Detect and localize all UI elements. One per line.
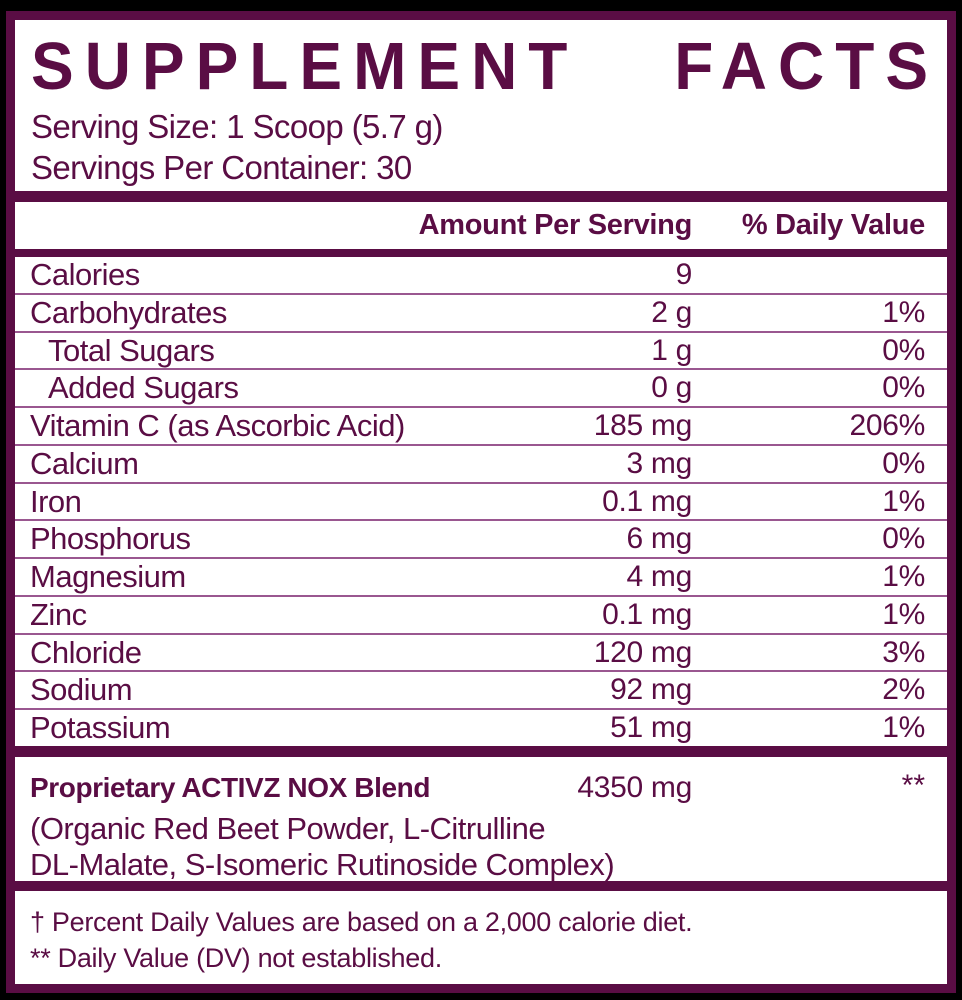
nutrient-table: Calories 9 Carbohydrates 2 g 1% Total Su… [15,257,947,746]
nutrient-name: Zinc [30,596,87,632]
blend-name: Proprietary ACTIVZ NOX Blend [30,772,431,803]
table-row: Total Sugars 1 g 0% [15,330,947,369]
nutrient-name: Iron [30,483,82,519]
nutrient-amount: 120 mg [593,635,693,669]
column-header-daily-value: % Daily Value [741,209,925,241]
serving-size-line: Serving Size: 1 Scoop (5.7 g) [31,108,443,145]
table-row: Calcium 3 mg 0% [15,443,947,482]
table-row: Potassium 51 mg 1% [15,708,947,746]
nutrient-daily-value: 0% [882,522,925,556]
table-row: Sodium 92 mg 2% [15,670,947,708]
blend-section: Proprietary ACTIVZ NOX Blend 4350 mg ** … [15,757,947,883]
table-row: Magnesium 4 mg 1% [15,557,947,595]
supplement-facts-title: SUPPLEMENT FACTS [31,28,928,104]
nutrient-amount: 185 mg [593,409,693,443]
nutrient-daily-value: 1% [882,597,925,631]
nutrient-name: Total Sugars [48,332,215,368]
nutrient-amount: 3 mg [626,446,693,480]
section-divider-top [15,191,947,202]
nutrient-daily-value: 0% [882,333,925,367]
nutrient-name: Chloride [30,634,142,670]
masthead: SUPPLEMENT FACTS Serving Size: 1 Scoop (… [15,20,947,191]
nutrient-amount: 0.1 mg [602,597,692,631]
table-row: Zinc 0.1 mg 1% [15,594,947,633]
section-divider-blend [15,746,947,757]
nutrient-amount: 0.1 mg [602,484,692,518]
blend-ingredients-line-2: DL-Malate, S-Isomeric Rutinoside Complex… [30,847,615,882]
nutrient-name: Added Sugars [48,370,239,406]
nutrient-daily-value: 0% [882,446,925,480]
nutrient-amount: 4 mg [626,560,693,594]
nutrient-daily-value: 0% [882,371,925,405]
header-rule [15,249,947,257]
blend-amount: 4350 mg [577,771,692,804]
nutrient-daily-value: 2% [882,673,925,707]
nutrient-name: Magnesium [30,559,186,595]
table-header-row: Amount Per Serving % Daily Value [15,202,947,249]
nutrient-daily-value: 3% [882,635,925,669]
nutrient-daily-value: 1% [882,295,925,329]
table-row: Added Sugars 0 g 0% [15,368,947,406]
nutrient-name: Vitamin C (as Ascorbic Acid) [30,408,405,444]
table-row: Carbohydrates 2 g 1% [15,292,947,331]
table-row: Vitamin C (as Ascorbic Acid) 185 mg 206% [15,406,947,444]
footnote-section: † Percent Daily Values are based on a 2,… [15,891,947,984]
servings-per-container-line: Servings Per Container: 30 [31,149,412,186]
nutrient-name: Phosphorus [30,521,191,557]
nutrient-name: Carbohydrates [30,294,227,330]
nutrient-daily-value: 1% [882,484,925,518]
nutrient-amount: 92 mg [610,673,692,707]
nutrient-amount: 1 g [651,333,692,367]
nutrient-daily-value: 206% [849,409,925,443]
nutrient-name: Sodium [30,672,133,708]
table-row: Phosphorus 6 mg 0% [15,519,947,557]
column-header-amount: Amount Per Serving [418,209,693,241]
nutrient-amount: 6 mg [626,522,693,556]
nutrient-daily-value: 1% [882,560,925,594]
footnote-daily-value-line: † Percent Daily Values are based on a 2,… [30,907,693,937]
nutrient-name: Calories [30,257,140,292]
nutrient-daily-value: 1% [882,711,925,745]
section-divider-footnotes [15,881,947,891]
table-row: Iron 0.1 mg 1% [15,481,947,520]
serving-info: Serving Size: 1 Scoop (5.7 g) Servings P… [31,106,928,188]
blend-dv-asterisks: ** [901,769,925,802]
nutrient-amount: 51 mg [610,711,692,745]
title-word-supplement: SUPPLEMENT [31,28,579,104]
nutrient-amount: 9 [675,258,693,291]
nutrient-amount: 2 g [651,295,692,329]
nutrient-name: Potassium [30,710,171,746]
nutrient-name: Calcium [30,445,139,481]
blend-ingredients-line-1: (Organic Red Beet Powder, L-Citrulline [30,811,546,846]
title-word-facts: FACTS [674,28,939,104]
supplement-facts-panel: SUPPLEMENT FACTS Serving Size: 1 Scoop (… [6,11,956,993]
nutrient-amount: 0 g [651,371,692,405]
blend-row: Proprietary ACTIVZ NOX Blend 4350 mg ** [15,771,947,805]
table-row: Calories 9 [15,257,947,293]
footnote-not-established-line: ** Daily Value (DV) not established. [30,943,442,973]
table-row: Chloride 120 mg 3% [15,632,947,671]
